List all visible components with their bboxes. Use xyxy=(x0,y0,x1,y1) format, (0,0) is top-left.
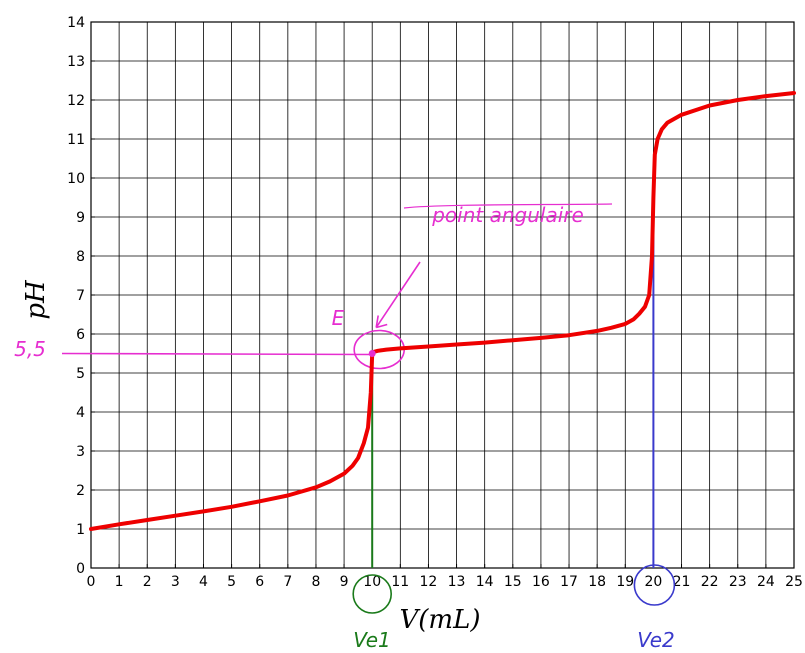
ve1-label: Ve1 xyxy=(353,628,391,652)
y-tick-label: 6 xyxy=(76,327,85,343)
x-tick-label: 18 xyxy=(588,574,606,590)
x-tick-label: 25 xyxy=(785,574,803,590)
y-tick-label: 7 xyxy=(76,288,85,304)
x-tick-label: 13 xyxy=(448,574,466,590)
ve1-circle xyxy=(352,574,393,614)
x-tick-label: 7 xyxy=(283,574,292,590)
grid xyxy=(90,21,795,569)
x-tick-label: 15 xyxy=(504,574,522,590)
x-tick-label: 22 xyxy=(701,574,719,590)
pointer-arrow-head xyxy=(375,315,388,329)
x-tick-label: 16 xyxy=(532,574,550,590)
x-tick-label: 3 xyxy=(171,574,180,590)
titration-curve xyxy=(89,91,796,531)
y-tick-label: 5 xyxy=(76,366,85,382)
x-tick-label: 1 xyxy=(115,574,124,590)
x-tick-label: 21 xyxy=(673,574,691,590)
x-axis-label: V(mL) xyxy=(400,605,481,635)
x-tick-label: 17 xyxy=(560,574,578,590)
point-label-underline xyxy=(403,203,613,209)
pointer-arrow-line xyxy=(375,261,421,328)
y-tick-label: 11 xyxy=(67,132,85,148)
y-tick-label: 1 xyxy=(76,522,85,538)
x-tick-labels: 0 1 2 3 4 5 6 7 8 9 10 11 12 13 14 15 16 17 18 19 20 21 22 23 24… xyxy=(87,574,803,590)
x-tick-label: 24 xyxy=(757,574,775,590)
x-tick-label: 19 xyxy=(616,574,634,590)
annotations xyxy=(61,203,676,614)
x-tick-label: 0 xyxy=(87,574,96,590)
y-tick-label: 4 xyxy=(76,405,85,421)
ve2-circle xyxy=(633,564,676,606)
ph-value-label: 5,5 xyxy=(14,337,46,361)
point-e-marker xyxy=(368,350,376,357)
ve2-label: Ve2 xyxy=(637,628,675,652)
x-tick-label: 6 xyxy=(255,574,264,590)
y-tick-label: 2 xyxy=(76,483,85,499)
x-tick-label: 20 xyxy=(644,574,662,590)
y-tick-label: 14 xyxy=(67,15,85,31)
point-e-label: E xyxy=(332,306,345,330)
ph-reference-line xyxy=(61,352,373,356)
y-tick-label: 10 xyxy=(67,171,85,187)
x-tick-label: 12 xyxy=(420,574,438,590)
y-axis-label: pH xyxy=(21,279,51,320)
y-tick-label: 12 xyxy=(67,93,85,109)
point-angulaire-label: point angulaire xyxy=(431,203,584,227)
y-tick-label: 8 xyxy=(76,249,85,265)
x-tick-label: 5 xyxy=(227,574,236,590)
x-tick-label: 2 xyxy=(143,574,152,590)
y-tick-label: 3 xyxy=(76,444,85,460)
x-tick-label: 10 xyxy=(363,574,381,590)
y-tick-label: 9 xyxy=(76,210,85,226)
y-tick-label: 0 xyxy=(76,561,85,577)
x-tick-label: 9 xyxy=(340,574,349,590)
x-tick-label: 11 xyxy=(391,574,409,590)
series xyxy=(89,91,796,531)
x-tick-label: 4 xyxy=(199,574,208,590)
y-tick-label: 13 xyxy=(67,54,85,70)
plot-frame xyxy=(90,21,795,569)
x-tick-label: 8 xyxy=(311,574,320,590)
x-tick-label: 14 xyxy=(476,574,494,590)
x-tick-label: 23 xyxy=(729,574,747,590)
